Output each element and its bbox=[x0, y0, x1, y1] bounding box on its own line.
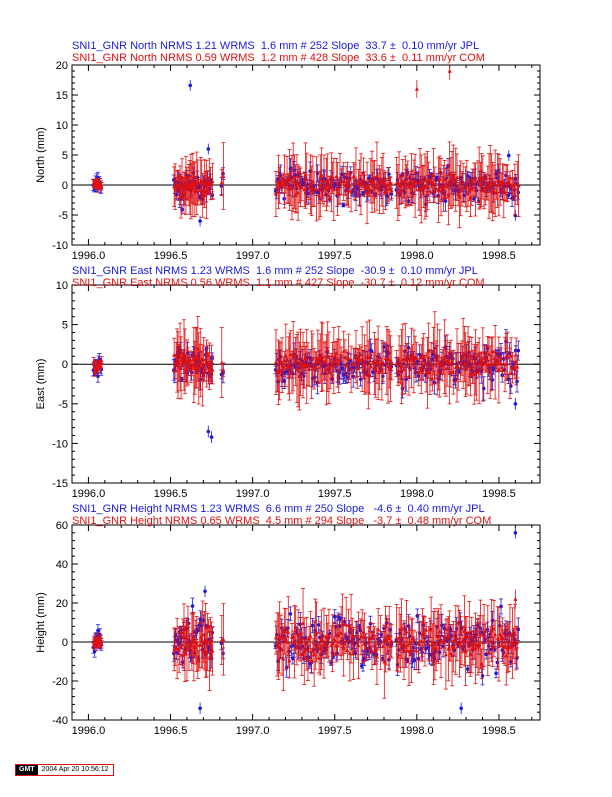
height-xtick-label: 1996.0 bbox=[72, 725, 106, 737]
data-point-com bbox=[208, 175, 212, 179]
east-ytick-label: 10 bbox=[56, 280, 68, 292]
north-ytick-label: 10 bbox=[56, 120, 68, 132]
north-series-com bbox=[92, 62, 521, 228]
outlier-point-jpl bbox=[514, 402, 518, 406]
north-xtick-label: 1996.0 bbox=[72, 250, 106, 262]
outlier-point-jpl bbox=[507, 154, 511, 158]
height-xtick-label: 1997.5 bbox=[318, 725, 352, 737]
height-ytick-label: -20 bbox=[52, 676, 68, 688]
data-point-jpl bbox=[96, 629, 100, 633]
outlier-point-jpl bbox=[198, 219, 202, 223]
data-point-jpl bbox=[444, 199, 448, 203]
east-xtick-label: 1997.0 bbox=[236, 488, 270, 500]
east-ytick-label: -5 bbox=[58, 399, 68, 411]
data-point-jpl bbox=[342, 203, 346, 207]
outlier-point-com bbox=[448, 69, 452, 73]
east-ytick-label: 0 bbox=[62, 359, 68, 371]
outlier-point-jpl bbox=[206, 147, 210, 151]
north-xtick-label: 1998.0 bbox=[400, 250, 434, 262]
height-ytick-label: -40 bbox=[52, 715, 68, 727]
east-xtick-label: 1998.0 bbox=[400, 488, 434, 500]
outlier-point-jpl bbox=[210, 435, 214, 439]
height-xtick-label: 1998.0 bbox=[400, 725, 434, 737]
east-ylabel: East (mm) bbox=[35, 359, 47, 410]
height-xtick-label: 1997.0 bbox=[236, 725, 270, 737]
height-points bbox=[91, 527, 520, 714]
north-ytick-label: 0 bbox=[62, 180, 68, 192]
height-xtick-label: 1996.5 bbox=[154, 725, 188, 737]
data-point-com bbox=[196, 347, 200, 351]
outlier-point-jpl bbox=[188, 84, 192, 88]
north-ytick-label: 20 bbox=[56, 60, 68, 72]
east-xtick-label: 1997.5 bbox=[318, 488, 352, 500]
north-ytick-label: 15 bbox=[56, 90, 68, 102]
outlier-point-jpl bbox=[206, 430, 210, 434]
height-frame bbox=[72, 525, 540, 720]
north-panel: 1996.0 1996.5 1997.0 1997.5 1998.0 1998.5 -10 -… bbox=[35, 60, 540, 262]
north-ylabel: North (mm) bbox=[35, 127, 47, 183]
north-points bbox=[91, 62, 520, 228]
east-xtick-label: 1996.5 bbox=[154, 488, 188, 500]
north-ytick-label: -5 bbox=[58, 210, 68, 222]
north-xtick-label: 1997.0 bbox=[236, 250, 270, 262]
height-ytick-label: 40 bbox=[56, 559, 68, 571]
east-panel: 1996.0 1996.5 1997.0 1997.5 1998.0 1998.5 -15 -… bbox=[35, 280, 540, 500]
north-xtick-label: 1998.5 bbox=[482, 250, 516, 262]
outlier-point-com bbox=[415, 87, 419, 91]
east-series-com bbox=[92, 312, 520, 410]
height-ylabel: Height (mm) bbox=[35, 592, 47, 653]
data-point-jpl bbox=[289, 612, 293, 616]
height-ytick-label: 0 bbox=[62, 637, 68, 649]
north-frame bbox=[72, 65, 540, 245]
east-points bbox=[91, 312, 520, 443]
east-frame bbox=[72, 285, 540, 483]
east-ytick-label: -10 bbox=[52, 438, 68, 450]
north-ytick-label: -10 bbox=[52, 240, 68, 252]
height-panel: 1996.0 1996.5 1997.0 1997.5 1998.0 1998.5 -40 -… bbox=[35, 520, 540, 737]
data-point-jpl bbox=[516, 349, 520, 353]
height-xtick-label: 1998.5 bbox=[482, 725, 516, 737]
height-ytick-label: 20 bbox=[56, 598, 68, 610]
height-ytick-label: 60 bbox=[56, 520, 68, 532]
north-ytick-label: 5 bbox=[62, 150, 68, 162]
east-ytick-label: 5 bbox=[62, 320, 68, 332]
north-xtick-label: 1997.5 bbox=[318, 250, 352, 262]
east-ytick-label: -15 bbox=[52, 478, 68, 490]
north-xtick-label: 1996.5 bbox=[154, 250, 188, 262]
east-xtick-label: 1998.5 bbox=[482, 488, 516, 500]
data-point-jpl bbox=[191, 604, 195, 608]
east-xtick-label: 1996.0 bbox=[72, 488, 106, 500]
